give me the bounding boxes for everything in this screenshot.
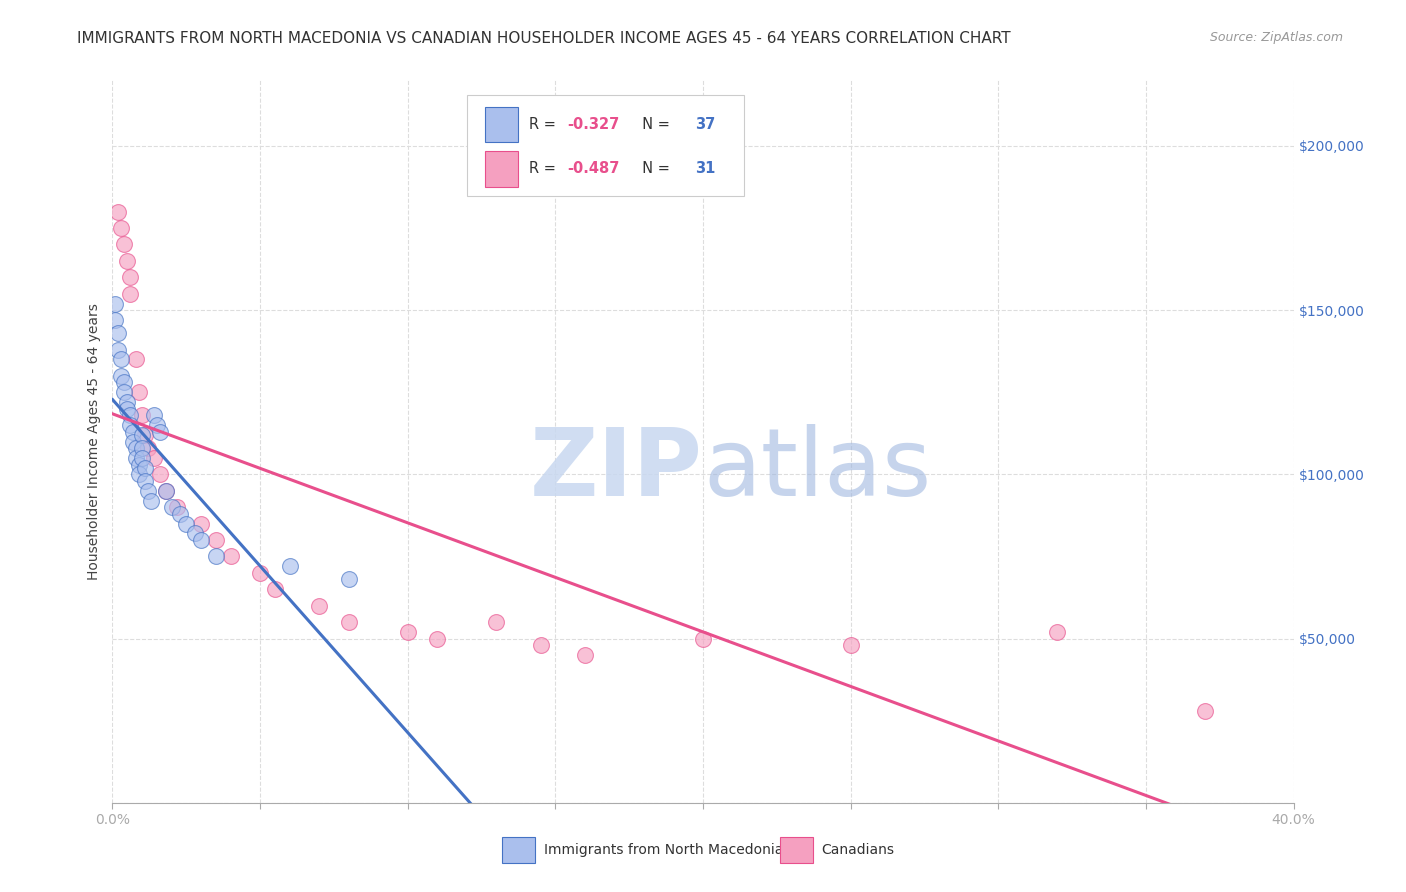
Text: -0.487: -0.487: [567, 161, 620, 177]
Point: [166, 500, 188, 515]
Point: [839, 638, 862, 652]
Point: [112, 385, 135, 400]
Point: [125, 352, 148, 367]
Text: Source: ZipAtlas.com: Source: ZipAtlas.com: [1209, 31, 1343, 45]
Point: [205, 549, 228, 564]
Point: [142, 409, 165, 423]
FancyBboxPatch shape: [780, 837, 813, 863]
Text: atlas: atlas: [703, 425, 931, 516]
Point: [131, 441, 153, 455]
Point: [219, 549, 242, 564]
Point: [134, 428, 156, 442]
Point: [1046, 625, 1069, 640]
Point: [264, 582, 287, 597]
Point: [107, 204, 129, 219]
Point: [190, 533, 212, 547]
Point: [174, 516, 197, 531]
Point: [160, 500, 183, 515]
Point: [128, 385, 150, 400]
Point: [136, 441, 159, 455]
Point: [205, 533, 228, 547]
Point: [104, 296, 127, 310]
FancyBboxPatch shape: [485, 107, 517, 143]
Point: [136, 483, 159, 498]
Point: [112, 376, 135, 390]
Point: [120, 418, 142, 433]
Point: [278, 559, 301, 574]
Text: R =: R =: [530, 117, 561, 132]
Point: [110, 352, 132, 367]
Point: [149, 467, 172, 482]
Point: [125, 450, 148, 465]
Point: [131, 450, 153, 465]
Point: [120, 286, 142, 301]
Point: [112, 237, 135, 252]
FancyBboxPatch shape: [485, 151, 517, 186]
Point: [122, 425, 145, 439]
Point: [117, 395, 138, 409]
Point: [117, 401, 138, 416]
Point: [131, 428, 153, 442]
Point: [146, 418, 169, 433]
FancyBboxPatch shape: [467, 95, 744, 196]
Point: [107, 343, 129, 357]
Point: [110, 368, 132, 383]
Point: [337, 615, 360, 630]
Text: -0.327: -0.327: [567, 117, 620, 132]
Point: [249, 566, 271, 580]
Point: [155, 483, 177, 498]
Point: [131, 409, 153, 423]
Point: [155, 483, 177, 498]
Point: [110, 221, 132, 235]
Text: R =: R =: [530, 161, 561, 177]
Point: [308, 599, 330, 613]
Point: [337, 573, 360, 587]
Point: [169, 507, 191, 521]
Point: [692, 632, 714, 646]
FancyBboxPatch shape: [502, 837, 536, 863]
Text: ZIP: ZIP: [530, 425, 703, 516]
Point: [128, 467, 150, 482]
Text: 37: 37: [695, 117, 716, 132]
Point: [142, 450, 165, 465]
Text: 31: 31: [695, 161, 716, 177]
Point: [125, 441, 148, 455]
Point: [485, 615, 508, 630]
Point: [122, 434, 145, 449]
Point: [139, 493, 162, 508]
Point: [190, 516, 212, 531]
Point: [574, 648, 596, 662]
Point: [104, 313, 127, 327]
Point: [134, 474, 156, 488]
Point: [120, 409, 142, 423]
Point: [117, 253, 138, 268]
Text: Canadians: Canadians: [821, 843, 894, 856]
Point: [120, 270, 142, 285]
Point: [1194, 704, 1216, 718]
Point: [134, 460, 156, 475]
Text: N =: N =: [633, 161, 675, 177]
Point: [529, 638, 551, 652]
Point: [426, 632, 449, 646]
Text: Immigrants from North Macedonia: Immigrants from North Macedonia: [544, 843, 783, 856]
Point: [128, 458, 150, 472]
Point: [184, 526, 207, 541]
Text: IMMIGRANTS FROM NORTH MACEDONIA VS CANADIAN HOUSEHOLDER INCOME AGES 45 - 64 YEAR: IMMIGRANTS FROM NORTH MACEDONIA VS CANAD…: [77, 31, 1011, 46]
Point: [107, 326, 129, 341]
Text: N =: N =: [633, 117, 675, 132]
Point: [149, 425, 172, 439]
Point: [396, 625, 419, 640]
Y-axis label: Householder Income Ages 45 - 64 years: Householder Income Ages 45 - 64 years: [87, 303, 101, 580]
